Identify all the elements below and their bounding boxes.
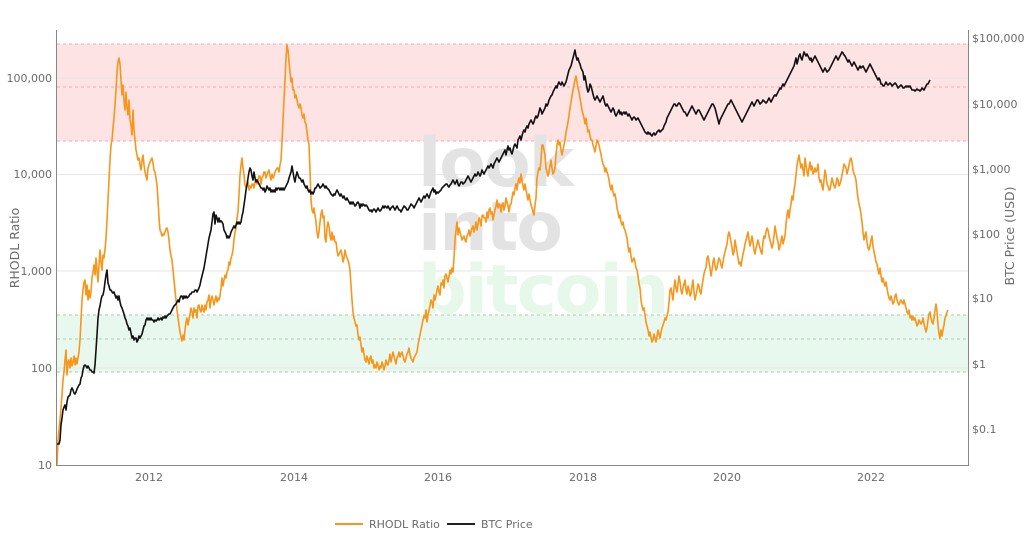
legend-item-rhodl-ratio[interactable]: RHODL Ratio: [335, 518, 440, 531]
svg-text:100,000: 100,000: [7, 72, 53, 85]
svg-text:$10: $10: [972, 292, 993, 305]
x-axis-ticks: 2012 2014 2016 2018 2020 2022: [135, 471, 885, 484]
svg-text:$0.1: $0.1: [972, 423, 997, 436]
svg-text:2014: 2014: [280, 471, 308, 484]
svg-text:2020: 2020: [713, 471, 741, 484]
overheated-band: [57, 44, 968, 141]
svg-text:1,000: 1,000: [21, 265, 53, 278]
gridlines: [57, 77, 968, 369]
svg-text:$100,000: $100,000: [972, 32, 1024, 45]
right-axis-ticks: $0.1 $1 $10 $100 $1,000 $10,000 $100,000: [972, 32, 1024, 436]
legend-item-btc-price[interactable]: BTC Price: [447, 518, 533, 531]
svg-text:2018: 2018: [569, 471, 597, 484]
btc-price-line[interactable]: [57, 49, 931, 445]
plot-area[interactable]: look into bitcoin: [56, 43, 968, 466]
svg-text:10,000: 10,000: [14, 168, 53, 181]
rhodl-ratio-line[interactable]: [56, 44, 949, 466]
right-axis-title: BTC Price (USD): [1002, 186, 1017, 285]
undervalued-band: [57, 315, 968, 372]
svg-text:$100: $100: [972, 228, 1000, 241]
watermark: look into bitcoin: [418, 124, 669, 330]
svg-text:$1: $1: [972, 358, 986, 371]
svg-text:bitcoin: bitcoin: [418, 251, 667, 330]
legend-label-rhodl: RHODL Ratio: [369, 518, 440, 531]
left-axis-ticks: 10 100 1,000 10,000 100,000: [7, 72, 53, 472]
svg-text:$10,000: $10,000: [972, 98, 1018, 111]
svg-text:100: 100: [31, 362, 52, 375]
left-axis-title: RHODL Ratio: [7, 208, 22, 289]
band-lines-red: [57, 43, 968, 142]
svg-text:$1,000: $1,000: [972, 163, 1011, 176]
band-lines-green: [57, 314, 968, 373]
legend: RHODL Ratio BTC Price: [335, 518, 533, 531]
svg-text:10: 10: [38, 459, 52, 472]
svg-text:2022: 2022: [857, 471, 885, 484]
svg-text:2012: 2012: [135, 471, 163, 484]
svg-text:into: into: [418, 188, 561, 267]
legend-label-btc: BTC Price: [481, 518, 533, 531]
svg-text:2016: 2016: [424, 471, 452, 484]
